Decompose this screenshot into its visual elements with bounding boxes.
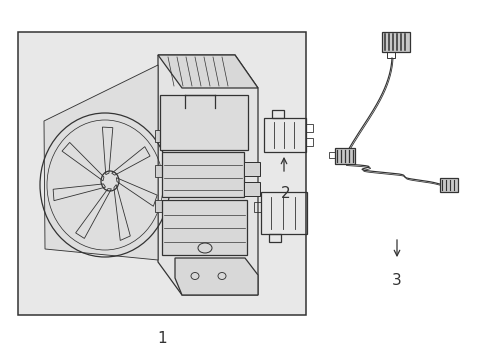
- Bar: [328, 152, 334, 158]
- Text: 3: 3: [391, 273, 401, 288]
- Bar: [268, 234, 281, 242]
- Polygon shape: [44, 65, 158, 260]
- Bar: [244, 162, 260, 176]
- Polygon shape: [175, 258, 258, 295]
- Bar: [439, 178, 457, 192]
- Bar: [264, 118, 305, 152]
- Bar: [334, 148, 354, 164]
- Polygon shape: [158, 55, 258, 295]
- Bar: [305, 138, 312, 146]
- Bar: [386, 52, 394, 58]
- Bar: [305, 124, 312, 132]
- Text: 2: 2: [281, 186, 290, 201]
- Bar: [18, 32, 305, 315]
- Bar: [160, 95, 247, 150]
- Bar: [162, 152, 244, 197]
- Bar: [155, 165, 163, 177]
- Bar: [244, 182, 260, 196]
- Bar: [155, 200, 163, 212]
- Bar: [253, 202, 261, 212]
- Bar: [271, 110, 284, 118]
- Bar: [155, 130, 163, 142]
- Bar: [261, 192, 306, 234]
- Bar: [162, 200, 246, 255]
- Bar: [381, 32, 409, 52]
- Polygon shape: [158, 55, 258, 88]
- Text: 1: 1: [157, 331, 166, 346]
